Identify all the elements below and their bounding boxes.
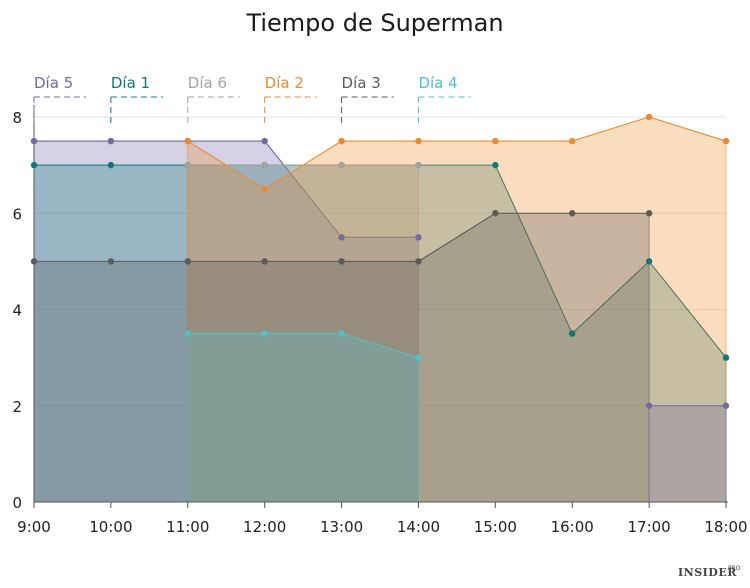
data-point <box>338 258 345 265</box>
data-point <box>415 354 422 361</box>
series-line <box>34 140 419 238</box>
data-point <box>492 210 499 217</box>
x-tick-label: 12:00 <box>243 518 286 536</box>
series-line <box>187 333 419 359</box>
data-point <box>645 113 653 121</box>
data-point <box>107 258 115 265</box>
data-point <box>338 137 345 145</box>
legend-label: Día 2 <box>265 74 304 92</box>
y-tick-label: 2 <box>12 398 22 416</box>
data-point <box>722 354 730 361</box>
data-point <box>415 137 422 145</box>
data-point <box>645 258 653 265</box>
data-point <box>30 161 38 169</box>
data-point <box>261 330 268 337</box>
x-tick-label: 13:00 <box>320 518 363 536</box>
data-point <box>261 258 268 265</box>
legend-label: Día 1 <box>111 74 150 92</box>
legend-label: Día 5 <box>34 74 73 92</box>
series-area <box>34 141 419 502</box>
data-points <box>30 113 730 409</box>
data-point <box>645 402 653 409</box>
data-point <box>184 258 191 265</box>
data-point <box>184 161 191 169</box>
legend-label: Día 6 <box>188 74 227 92</box>
data-point <box>261 137 268 145</box>
x-tick-label: 9:00 <box>17 518 51 536</box>
series-line <box>187 116 727 190</box>
series-area <box>34 165 726 502</box>
data-point <box>569 137 576 145</box>
x-tick-label: 10:00 <box>89 518 132 536</box>
credit-logo: INSIDER PRO <box>678 565 741 579</box>
x-tick-label: 15:00 <box>474 518 517 536</box>
credit-text: INSIDER <box>678 566 737 579</box>
axes: 0 2 4 6 8 9:00 10:00 11:00 12:00 13:00 14:00 15:00 1… <box>12 105 748 536</box>
data-point <box>569 210 576 217</box>
gridlines <box>34 116 726 407</box>
y-tick-label: 8 <box>12 109 22 127</box>
data-point <box>107 161 115 169</box>
data-point <box>30 258 38 265</box>
data-point <box>261 185 268 193</box>
data-point <box>415 234 422 241</box>
data-point <box>415 258 422 265</box>
data-point <box>30 137 38 145</box>
legend-label: Día 4 <box>418 74 457 92</box>
y-tick-label: 0 <box>12 494 22 512</box>
x-tick-label: 14:00 <box>397 518 440 536</box>
data-point <box>415 161 422 169</box>
data-point <box>722 137 730 145</box>
data-point <box>492 137 499 145</box>
x-tick-label: 16:00 <box>551 518 594 536</box>
x-tick-label: 17:00 <box>627 518 670 536</box>
legend-label: Día 3 <box>342 74 381 92</box>
x-tick-label: 11:00 <box>166 518 209 536</box>
data-point <box>569 330 576 337</box>
series-area <box>649 405 726 502</box>
chart-title: Tiempo de Superman <box>245 9 503 37</box>
data-point <box>184 137 191 145</box>
data-point <box>492 161 499 169</box>
x-tick-label: 18:00 <box>704 518 747 536</box>
series-area <box>187 333 419 502</box>
y-tick-label: 4 <box>12 302 22 320</box>
data-point <box>261 161 268 169</box>
data-point <box>722 402 730 409</box>
data-point <box>338 330 345 337</box>
data-point <box>338 161 345 169</box>
data-point <box>338 234 345 241</box>
data-point <box>107 137 115 145</box>
data-point <box>645 210 653 217</box>
legend: Día 5 Día 1 Día 6 Día 2 Día 3 Día 4 <box>33 74 471 126</box>
series-areas <box>33 116 727 502</box>
credit-superscript: PRO <box>728 565 741 572</box>
data-point <box>184 330 191 337</box>
y-tick-label: 6 <box>12 205 22 223</box>
